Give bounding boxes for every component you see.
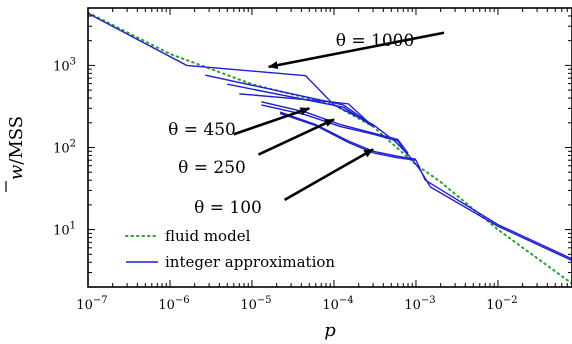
x-axis-label: p: [324, 320, 336, 341]
fluid-model-line: [88, 11, 572, 285]
integer-approx-line-4: [239, 93, 374, 128]
y-tick-label: 101: [53, 221, 76, 239]
y-axis-label-suffix: /MSS: [6, 116, 27, 165]
annotation-arrow: [233, 107, 311, 136]
y-axis-label-base: w: [6, 164, 27, 180]
integer-approx-line-2: [205, 74, 374, 127]
y-tick-label: 102: [53, 139, 76, 157]
integer-approx-line-8: [279, 112, 572, 260]
annotations-layer: θ = 1000 θ = 450 θ = 250 θ = 100: [168, 31, 445, 218]
x-tick-label: 10−6: [158, 295, 189, 313]
annotation-arrow: [267, 31, 445, 70]
annotation-label: θ = 100: [194, 198, 262, 218]
legend-integer-label: integer approximation: [165, 253, 335, 271]
x-tick-label: 10−7: [76, 295, 107, 313]
annotation-arrow: [283, 148, 374, 202]
legend-fluid-label: fluid model: [165, 227, 251, 245]
annotation-arrow: [257, 118, 335, 156]
annotation-label: θ = 1000: [336, 31, 415, 51]
annotation-label: θ = 250: [178, 158, 246, 178]
integer-approx-line-1: [88, 12, 572, 262]
svg-text:w/MSS: w/MSS: [6, 116, 27, 180]
series-layer: [88, 11, 572, 285]
y-axis-label: w/MSS: [5, 116, 27, 192]
annotation-label: θ = 450: [168, 120, 236, 140]
integer-approx-line-7: [279, 111, 417, 160]
x-tick-label: 10−4: [322, 295, 353, 313]
y-tick-label: 103: [53, 56, 76, 74]
x-tick-label: 10−5: [240, 295, 271, 313]
integer-approx-line-5: [261, 101, 409, 154]
x-tick-label: 10−2: [486, 295, 517, 313]
tick-labels-layer: 10−7 10−6 10−5 10−4 10−3 10−2 101 102 103: [53, 56, 518, 313]
plot-frame: [87, 7, 572, 288]
ticks-layer: [87, 7, 572, 288]
integer-approx-line-3: [227, 83, 374, 128]
legend: fluid model integer approximation: [125, 227, 335, 271]
x-tick-label: 10−3: [404, 295, 435, 313]
